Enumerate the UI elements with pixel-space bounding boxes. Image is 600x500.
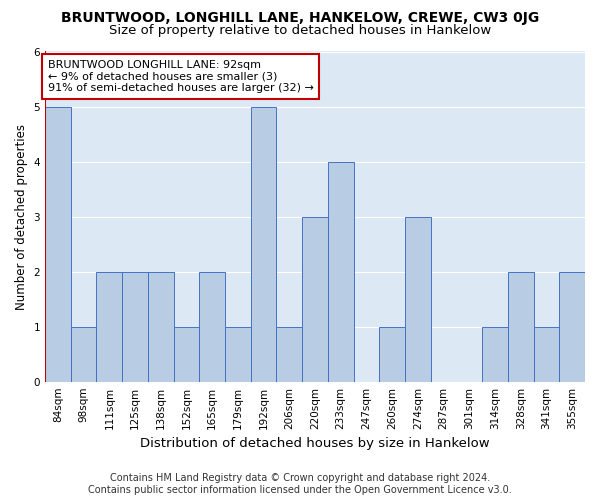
Text: BRUNTWOOD, LONGHILL LANE, HANKELOW, CREWE, CW3 0JG: BRUNTWOOD, LONGHILL LANE, HANKELOW, CREW…	[61, 11, 539, 25]
Bar	[533, 326, 559, 382]
Bar	[45, 106, 71, 382]
Bar	[122, 272, 148, 382]
Bar	[251, 106, 277, 382]
Bar	[173, 326, 199, 382]
Bar	[302, 216, 328, 382]
Bar	[482, 326, 508, 382]
Bar	[97, 272, 122, 382]
Bar	[71, 326, 97, 382]
Text: BRUNTWOOD LONGHILL LANE: 92sqm
← 9% of detached houses are smaller (3)
91% of se: BRUNTWOOD LONGHILL LANE: 92sqm ← 9% of d…	[47, 60, 313, 93]
Bar	[225, 326, 251, 382]
Text: Size of property relative to detached houses in Hankelow: Size of property relative to detached ho…	[109, 24, 491, 37]
Bar	[199, 272, 225, 382]
Bar	[508, 272, 533, 382]
Bar	[379, 326, 405, 382]
Bar	[277, 326, 302, 382]
X-axis label: Distribution of detached houses by size in Hankelow: Distribution of detached houses by size …	[140, 437, 490, 450]
Bar	[559, 272, 585, 382]
Bar	[328, 162, 353, 382]
Y-axis label: Number of detached properties: Number of detached properties	[15, 124, 28, 310]
Bar	[148, 272, 173, 382]
Bar	[405, 216, 431, 382]
Text: Contains HM Land Registry data © Crown copyright and database right 2024.
Contai: Contains HM Land Registry data © Crown c…	[88, 474, 512, 495]
